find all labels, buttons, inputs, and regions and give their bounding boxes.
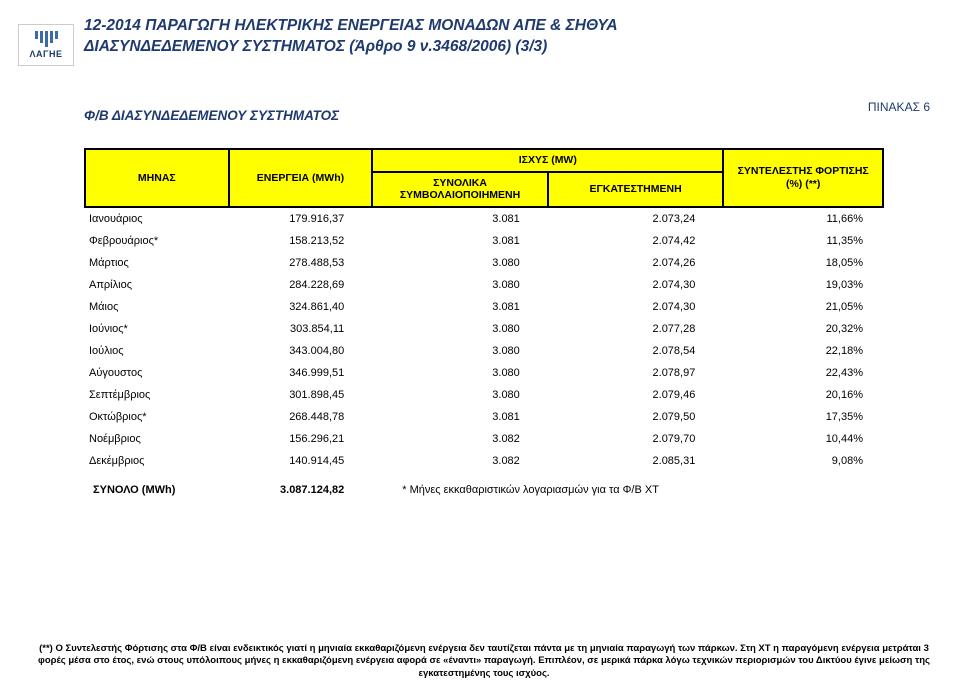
title-line-1: 12-2014 ΠΑΡΑΓΩΓΗ ΗΛΕΚΤΡΙΚΗΣ ΕΝΕΡΓΕΙΑΣ ΜΟ… [84,16,940,37]
table-cell: Φεβρουάριος* [85,230,229,252]
table-cell: 3.080 [372,384,548,406]
table-row: Μάιος324.861,403.0812.074,3021,05% [85,296,883,318]
table-cell: 20,16% [723,384,883,406]
table-row: Ιούνιος*303.854,113.0802.077,2820,32% [85,318,883,340]
table-cell: 3.080 [372,318,548,340]
table-cell: Ιούνιος* [85,318,229,340]
table-cell: 2.079,46 [548,384,724,406]
table-cell: 3.081 [372,207,548,230]
table-row: Μάρτιος278.488,533.0802.074,2618,05% [85,252,883,274]
table-cell: 3.081 [372,406,548,428]
table-number-label: ΠΙΝΑΚΑΣ 6 [868,100,930,114]
table-cell: 268.448,78 [229,406,373,428]
col-header-power-group: ΙΣΧΥΣ (MW) [372,149,723,172]
total-label: ΣΥΝΟΛΟ (MWh) [85,472,229,501]
table-cell: 11,35% [723,230,883,252]
table-row: Δεκέμβριος140.914,453.0822.085,319,08% [85,450,883,472]
table-cell: 2.074,30 [548,296,724,318]
table-cell: 346.999,51 [229,362,373,384]
col-header-load-factor: ΣΥΝΤΕΛΕΣΤΗΣ ΦΟΡΤΙΣΗΣ (%) (**) [723,149,883,207]
total-value: 3.087.124,82 [229,472,373,501]
table-cell: 301.898,45 [229,384,373,406]
section-subtitle: Φ/Β ΔΙΑΣΥΝΔΕΔΕΜΕΝΟΥ ΣΥΣΤΗΜΑΤΟΣ [84,108,339,123]
table-cell: Αύγουστος [85,362,229,384]
logo: ΛΑΓΗΕ [18,24,74,66]
table-cell: 284.228,69 [229,274,373,296]
page-title: 12-2014 ΠΑΡΑΓΩΓΗ ΗΛΕΚΤΡΙΚΗΣ ΕΝΕΡΓΕΙΑΣ ΜΟ… [84,16,940,58]
table-cell: 18,05% [723,252,883,274]
table-cell: 140.914,45 [229,450,373,472]
table-cell: 17,35% [723,406,883,428]
table-row: Οκτώβριος*268.448,783.0812.079,5017,35% [85,406,883,428]
table-row: Φεβρουάριος*158.213,523.0812.074,4211,35… [85,230,883,252]
table-cell: 2.078,54 [548,340,724,362]
table-cell: 22,18% [723,340,883,362]
table-cell: 158.213,52 [229,230,373,252]
table-cell: Ιανουάριος [85,207,229,230]
table-cell: 2.077,28 [548,318,724,340]
total-note: * Μήνες εκκαθαριστικών λογαριασμών για τ… [372,472,883,501]
table-cell: 3.082 [372,450,548,472]
table-cell: Νοέμβριος [85,428,229,450]
table-cell: Μάιος [85,296,229,318]
col-header-energy: ΕΝΕΡΓΕΙΑ (MWh) [229,149,373,207]
title-line-2: ΔΙΑΣΥΝΔΕΔΕΜΕΝΟΥ ΣΥΣΤΗΜΑΤΟΣ (Άρθρο 9 ν.34… [84,37,940,58]
table-cell: 2.079,50 [548,406,724,428]
table-cell: Μάρτιος [85,252,229,274]
table-cell: 20,32% [723,318,883,340]
table-cell: 3.082 [372,428,548,450]
table-row: Αύγουστος346.999,513.0802.078,9722,43% [85,362,883,384]
table-row: Νοέμβριος156.296,213.0822.079,7010,44% [85,428,883,450]
table-total-row: ΣΥΝΟΛΟ (MWh)3.087.124,82* Μήνες εκκαθαρι… [85,472,883,501]
table-cell: 2.074,26 [548,252,724,274]
table-cell: 2.074,42 [548,230,724,252]
table-cell: Απρίλιος [85,274,229,296]
table-cell: 324.861,40 [229,296,373,318]
table-cell: 278.488,53 [229,252,373,274]
footnote: (**) Ο Συντελεστής Φόρτισης στα Φ/Β είνα… [28,643,940,681]
table-cell: Οκτώβριος* [85,406,229,428]
table-cell: 9,08% [723,450,883,472]
col-header-installed: ΕΓΚΑΤΕΣΤΗΜΕΝΗ [548,172,724,207]
table-row: Σεπτέμβριος301.898,453.0802.079,4620,16% [85,384,883,406]
data-table: ΜΗΝΑΣ ΕΝΕΡΓΕΙΑ (MWh) ΙΣΧΥΣ (MW) ΣΥΝΤΕΛΕΣ… [84,148,884,501]
table-cell: 179.916,37 [229,207,373,230]
table-cell: Ιούλιος [85,340,229,362]
table-cell: 11,66% [723,207,883,230]
table-cell: 3.081 [372,296,548,318]
table-cell: 10,44% [723,428,883,450]
table-cell: 343.004,80 [229,340,373,362]
table-row: Απρίλιος284.228,693.0802.074,3019,03% [85,274,883,296]
table-cell: Δεκέμβριος [85,450,229,472]
table-row: Ιούλιος343.004,803.0802.078,5422,18% [85,340,883,362]
table-cell: Σεπτέμβριος [85,384,229,406]
table-cell: 19,03% [723,274,883,296]
table-cell: 156.296,21 [229,428,373,450]
table-cell: 3.081 [372,230,548,252]
table-cell: 3.080 [372,362,548,384]
table-cell: 22,43% [723,362,883,384]
col-header-month: ΜΗΝΑΣ [85,149,229,207]
logo-bars-icon [35,31,58,47]
table-cell: 2.078,97 [548,362,724,384]
table-cell: 2.073,24 [548,207,724,230]
table-cell: 2.074,30 [548,274,724,296]
table-row: Ιανουάριος179.916,373.0812.073,2411,66% [85,207,883,230]
col-header-contracted: ΣΥΝΟΛΙΚΑ ΣΥΜΒΟΛΑΙΟΠΟΙΗΜΕΝΗ [372,172,548,207]
logo-label: ΛΑΓΗΕ [30,49,63,59]
table-cell: 2.079,70 [548,428,724,450]
table-cell: 2.085,31 [548,450,724,472]
table-cell: 21,05% [723,296,883,318]
table-cell: 3.080 [372,340,548,362]
table-cell: 303.854,11 [229,318,373,340]
table-cell: 3.080 [372,274,548,296]
table-cell: 3.080 [372,252,548,274]
